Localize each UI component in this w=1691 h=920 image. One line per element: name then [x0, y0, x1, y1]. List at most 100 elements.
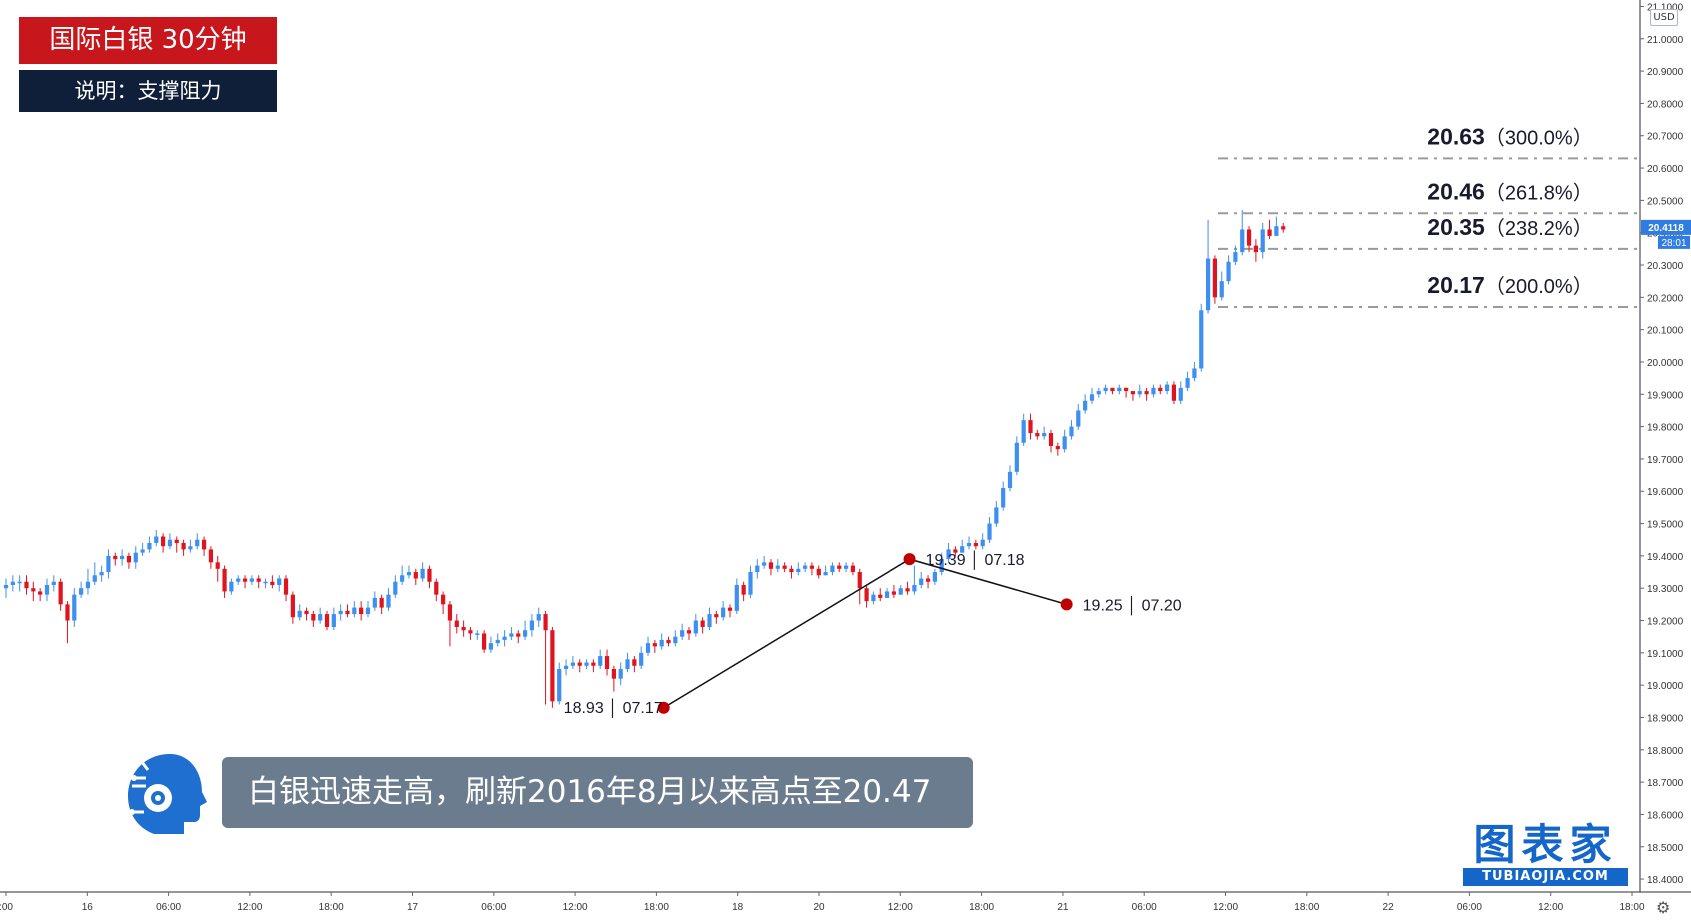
candle-body [570, 662, 575, 666]
candle-body [823, 572, 828, 576]
candle-body [946, 549, 951, 560]
candle-body [215, 562, 220, 569]
candle-body [1274, 226, 1279, 236]
candle-body [1178, 387, 1183, 401]
candle-body [1124, 387, 1129, 392]
candle-body [17, 581, 22, 584]
candle-body [1001, 488, 1006, 508]
candle-body [447, 604, 453, 621]
candle-body [338, 610, 343, 615]
x-tick-label: 06:00 [156, 902, 181, 913]
candle-body [242, 578, 248, 582]
x-tick-label: 18:00 [644, 902, 669, 913]
candle-body [755, 565, 760, 573]
candle-body [304, 610, 309, 615]
candle-body [140, 549, 145, 553]
candle-body [1185, 378, 1190, 388]
candle-body [1281, 226, 1286, 230]
candle-body [181, 542, 186, 550]
candle-body [707, 614, 712, 627]
candle-body [529, 620, 535, 631]
swing-point-marker [1060, 598, 1073, 611]
candle-body [1110, 387, 1115, 392]
candle-body [147, 542, 152, 550]
y-tick-label: 20.6000 [1647, 164, 1684, 175]
chart-title: 国际白银 30分钟 [19, 17, 277, 64]
candle-body [475, 633, 480, 635]
countdown-label: 28:01 [1661, 238, 1686, 249]
candle-body [1260, 229, 1265, 253]
candle-body [1151, 387, 1156, 395]
fib-price: 20.35 [1427, 214, 1485, 240]
candle-body [160, 536, 166, 547]
gear-icon[interactable]: ⚙ [1656, 898, 1671, 917]
candle-body [379, 597, 384, 608]
candle-body [208, 549, 213, 563]
candle-body [1035, 433, 1040, 437]
candle-body [133, 552, 138, 563]
candle-body [44, 584, 50, 595]
fib-price: 20.17 [1427, 272, 1485, 298]
y-tick-label: 21.0000 [1647, 35, 1684, 46]
candle-body [905, 588, 910, 592]
candle-body [898, 588, 903, 595]
fib-price: 20.46 [1427, 178, 1485, 204]
fib-ratio: （261.8%） [1485, 181, 1593, 204]
candle-body [563, 665, 569, 669]
candle-body [154, 536, 159, 543]
candle-body [85, 581, 91, 589]
candle-body [10, 581, 15, 585]
candle-body [311, 614, 316, 621]
candle-body [966, 542, 972, 547]
current-price-label: 20.4118 [1648, 223, 1684, 234]
candle-body [919, 578, 924, 585]
ai-avatar-icon [128, 754, 207, 834]
x-tick-label: 17 [407, 902, 419, 913]
candle-body [1246, 229, 1252, 246]
candle-body [611, 669, 616, 679]
y-tick-label: 19.0000 [1647, 681, 1684, 692]
candle-body [263, 581, 268, 584]
candle-body [666, 639, 671, 644]
y-tick-label: 19.3000 [1647, 584, 1684, 595]
candle-body [878, 594, 883, 598]
candle-body [482, 633, 487, 650]
candle-body [365, 607, 371, 615]
chart-subtitle: 说明：支撑阻力 [19, 70, 277, 112]
candle-body [1021, 420, 1026, 443]
candle-body [639, 652, 644, 666]
candle-body [714, 614, 719, 618]
currency-badge[interactable]: USD [1650, 9, 1678, 26]
candle-body [1069, 426, 1074, 437]
x-tick-label: 06:00 [1457, 902, 1482, 913]
logo-chinese: 图表家 [1473, 820, 1618, 869]
x-tick-label: 20 [813, 902, 825, 913]
candle-body [188, 546, 193, 550]
x-tick-label: 12:00 [1213, 902, 1238, 913]
candle-body [768, 562, 774, 569]
countdown-tag [1658, 235, 1690, 249]
candle-body [1103, 387, 1108, 392]
fib-ratio: （238.2%） [1485, 217, 1593, 240]
candle-body [543, 614, 548, 631]
candle-body [106, 555, 111, 573]
candle-body [113, 555, 118, 560]
candle-body [522, 630, 528, 637]
y-tick-label: 20.0000 [1647, 358, 1684, 369]
candle-body [38, 591, 43, 595]
x-tick-label: :00 [0, 902, 13, 913]
candle-body [884, 591, 890, 598]
candle-body [1007, 471, 1013, 489]
candle-body [782, 565, 787, 569]
candle-body [796, 568, 801, 573]
candle-body [871, 594, 876, 602]
candle-body [864, 588, 869, 602]
candle-body [1253, 245, 1258, 253]
candle-body [816, 568, 821, 576]
candlesticks [3, 210, 1286, 708]
candle-body [577, 662, 582, 666]
candle-body [632, 659, 637, 666]
candle-body [987, 523, 992, 540]
candle-body [734, 584, 739, 611]
